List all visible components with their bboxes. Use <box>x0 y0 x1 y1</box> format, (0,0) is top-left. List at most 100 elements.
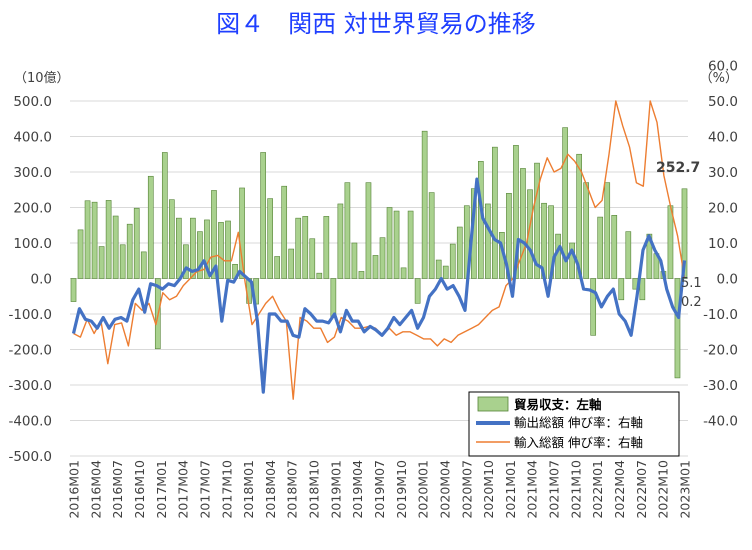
left-tick-label: 200.0 <box>13 201 52 217</box>
bar <box>421 130 428 279</box>
left-tick-label: 0.0 <box>31 272 52 288</box>
bar <box>485 203 491 279</box>
x-tick-label: 2022M01 <box>590 460 605 519</box>
legend-bar-label: 貿易収支：左軸 <box>514 397 602 412</box>
x-tick-label: 2016M01 <box>67 460 82 519</box>
x-tick-label: 2016M07 <box>110 460 125 519</box>
left-tick-label: -100.0 <box>8 307 52 323</box>
bar <box>330 278 337 318</box>
x-tick-label: 2019M01 <box>328 460 343 519</box>
bar <box>527 189 533 279</box>
x-tick-label: 2019M04 <box>350 460 365 519</box>
x-tick-label: 2018M10 <box>307 460 322 519</box>
x-tick-label: 2017M04 <box>176 460 191 519</box>
bar <box>639 278 646 301</box>
x-tick-label: 2017M10 <box>219 460 234 519</box>
bar <box>344 182 351 279</box>
left-axis-unit: （10億） <box>14 70 70 86</box>
left-tick-label: 300.0 <box>13 165 52 181</box>
bar <box>358 271 365 279</box>
x-tick-label: 2020M07 <box>459 460 474 519</box>
bar <box>386 207 393 279</box>
x-tick-label: 2016M10 <box>132 460 147 519</box>
x-tick-label: 2016M04 <box>88 460 103 519</box>
bar <box>267 198 273 279</box>
bar <box>161 152 168 279</box>
export-growth-line <box>71 177 687 394</box>
x-tick-label: 2021M10 <box>568 460 583 519</box>
x-tick-label: 2021M07 <box>547 460 562 519</box>
bar <box>176 217 182 279</box>
bar <box>183 244 189 279</box>
bar <box>492 146 498 279</box>
x-tick-label: 2020M01 <box>416 460 431 519</box>
bar <box>190 217 196 279</box>
left-tick-label: -400.0 <box>8 414 52 430</box>
bar <box>105 200 112 279</box>
bar <box>84 200 91 279</box>
left-tick-label: -300.0 <box>8 378 52 394</box>
bar <box>260 152 266 279</box>
right-tick-label: 0.0 <box>717 272 738 288</box>
bar <box>576 153 582 279</box>
legend-import-label: 輸入総額 伸び率：右軸 <box>514 435 643 450</box>
bar <box>77 229 84 279</box>
right-axis: 60.0 50.0 40.0 30.0 20.0 10.0 0.0 -10.0 -20.0 -30… <box>703 59 738 430</box>
bar <box>126 223 133 279</box>
bar <box>611 215 618 279</box>
bar <box>583 182 589 279</box>
legend-bar-swatch <box>477 396 509 412</box>
x-tick-label: 2019M07 <box>372 460 387 519</box>
legend-export-label: 輸出総額 伸び率：右軸 <box>514 415 643 430</box>
x-tick-label: 2022M04 <box>612 460 627 519</box>
bar <box>646 233 653 279</box>
x-tick-label: 2023M01 <box>677 460 692 519</box>
bar <box>323 216 330 279</box>
bar <box>204 219 210 279</box>
bar <box>119 244 126 279</box>
x-axis: 2016M01 2016M04 2016M07 2016M10 2017M01 2017M… <box>67 460 693 519</box>
right-tick-label: 30.0 <box>708 165 738 181</box>
bar <box>520 168 526 279</box>
bar <box>597 216 604 279</box>
bar <box>169 199 175 279</box>
bar <box>667 205 674 279</box>
bar <box>365 182 372 279</box>
annotations: 252.7 5.1 0.2 <box>656 160 702 310</box>
bar <box>302 216 309 279</box>
legend: 貿易収支：左軸 輸出総額 伸び率：右軸 輸入総額 伸び率：右軸 <box>468 391 680 457</box>
bar <box>414 278 421 304</box>
right-tick-label: 60.0 <box>708 59 738 75</box>
bar <box>147 175 154 279</box>
import-last-label: 0.2 <box>681 295 702 310</box>
bar <box>112 215 119 279</box>
right-tick-label: -40.0 <box>703 414 738 430</box>
bar <box>133 207 140 279</box>
bar <box>98 246 105 279</box>
right-tick-label: 50.0 <box>708 94 738 110</box>
left-tick-label: -500.0 <box>8 449 52 465</box>
bar <box>393 210 400 279</box>
left-tick-label: 500.0 <box>13 94 52 110</box>
x-tick-label: 2018M04 <box>263 460 278 519</box>
bar <box>211 190 217 279</box>
bar <box>435 259 442 279</box>
right-tick-label: -10.0 <box>703 307 738 323</box>
x-tick-label: 2020M04 <box>437 460 452 519</box>
bar <box>562 127 568 279</box>
bar <box>197 231 203 279</box>
x-tick-label: 2018M01 <box>241 460 256 519</box>
bar <box>379 237 386 279</box>
bar <box>618 278 625 301</box>
bar <box>449 243 456 279</box>
bar <box>534 162 540 279</box>
bar <box>295 217 302 279</box>
right-tick-label: 10.0 <box>708 236 738 252</box>
x-tick-label: 2022M07 <box>634 460 649 519</box>
bar <box>274 256 280 279</box>
right-tick-label: 20.0 <box>708 201 738 217</box>
bar <box>590 278 597 336</box>
x-tick-label: 2019M10 <box>394 460 409 519</box>
left-tick-label: -200.0 <box>8 343 52 359</box>
